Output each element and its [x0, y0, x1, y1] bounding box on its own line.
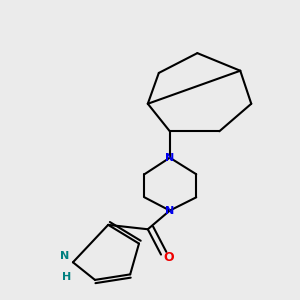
- Text: N: N: [165, 206, 174, 215]
- Text: N: N: [60, 250, 69, 261]
- Text: N: N: [165, 153, 174, 163]
- Text: O: O: [164, 251, 174, 264]
- Text: H: H: [62, 272, 71, 282]
